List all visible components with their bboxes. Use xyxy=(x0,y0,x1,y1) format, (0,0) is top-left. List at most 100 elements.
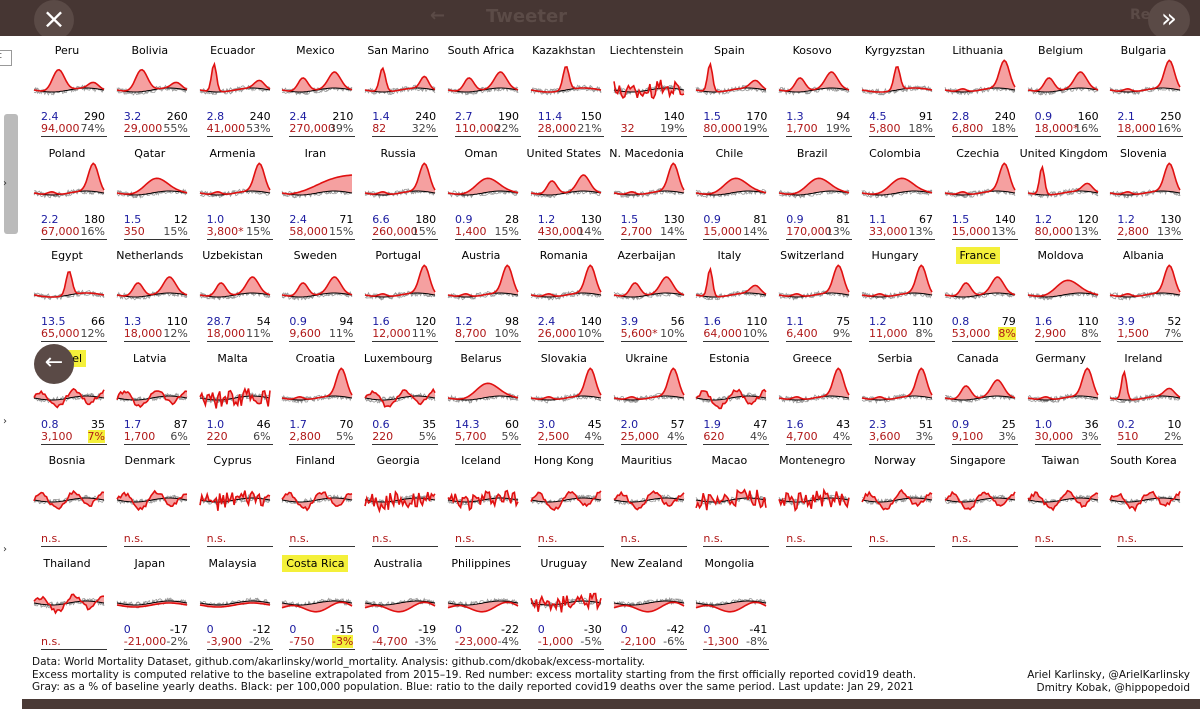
previous-image-button[interactable]: ← xyxy=(34,344,74,384)
panel-underline xyxy=(786,546,853,547)
country-panel: Albania 3.9 52 1,500 7% xyxy=(1102,241,1184,343)
chevron-right-icon: › xyxy=(3,416,7,427)
excess-per-100k: 140 xyxy=(580,315,602,328)
baseline-line xyxy=(447,600,519,605)
current-year-line xyxy=(944,59,1016,92)
excess-per-100k: 51 xyxy=(919,417,933,431)
current-year-line xyxy=(447,381,519,400)
country-name: San Marino xyxy=(367,44,430,57)
footer-legend: Gray: as a % of baseline yearly deaths. … xyxy=(32,681,914,693)
mortality-sparkline xyxy=(861,65,933,96)
country-panel: Russia 6.6 180 260,000 15% xyxy=(357,139,439,241)
excess-area xyxy=(34,271,104,297)
mortality-sparkline xyxy=(778,264,850,301)
covid-death-ratio: 13.5 xyxy=(41,315,66,328)
country-panel: Bulgaria 2.1 250 18,000 16% xyxy=(1102,36,1184,138)
country-name: Bosnia xyxy=(48,454,86,467)
excess-mortality-figure[interactable]: Peru 2.4 290 94,000 74% Bolivia 3.2 260 29,000 55… xyxy=(22,36,1200,699)
excess-deaths: n.s. xyxy=(620,532,641,545)
excess-area xyxy=(862,265,932,297)
excess-deaths: 2,800 xyxy=(1117,224,1149,238)
country-panel: Austria 1.2 98 8,700 10% xyxy=(440,241,522,343)
baseline-line xyxy=(613,497,684,503)
excess-percent: -6% xyxy=(663,634,685,648)
expand-sidebar-button[interactable]: » xyxy=(1148,0,1190,40)
panel-underline xyxy=(372,648,439,650)
excess-deaths: 18,000* xyxy=(1034,122,1079,135)
baseline-line xyxy=(199,600,270,605)
mortality-sparkline xyxy=(116,596,188,609)
country-name: Colombia xyxy=(869,146,921,160)
current-year-line xyxy=(364,600,436,613)
covid-death-ratio: 0.9 xyxy=(786,212,804,226)
past-year-line xyxy=(199,188,270,197)
current-year-line xyxy=(447,264,519,297)
panel-underline xyxy=(703,341,770,342)
mortality-sparkline xyxy=(696,176,767,199)
country-name: Singapore xyxy=(950,454,1006,467)
panel-underline xyxy=(123,443,190,445)
country-name: Croatia xyxy=(295,351,336,365)
excess-per-100k: 140 xyxy=(994,212,1016,226)
excess-per-100k: 43 xyxy=(836,417,851,431)
country-panel: Luxembourg 0.6 35 220 5% xyxy=(357,344,439,446)
country-panel: Finland n.s. xyxy=(274,446,356,548)
mortality-sparkline xyxy=(861,264,933,300)
excess-deaths: 80,000 xyxy=(1034,224,1074,238)
country-panel: Malta 1.0 46 220 6% xyxy=(192,344,274,446)
country-panel: United Kingdom 1.2 120 80,000 13% xyxy=(1020,139,1108,241)
excess-percent: 7% xyxy=(1163,327,1182,340)
excess-deaths: 220 xyxy=(206,429,228,443)
excess-area xyxy=(779,265,850,297)
mortality-sparkline xyxy=(1027,366,1099,403)
country-panel: Mongolia 0 -41 -1,300 -8% xyxy=(688,549,770,651)
current-year-line xyxy=(199,61,271,93)
covid-death-ratio: 0.2 xyxy=(1117,417,1135,431)
current-year-line xyxy=(33,387,105,409)
excess-area xyxy=(365,162,436,195)
panel-underline xyxy=(951,341,1018,342)
current-year-line xyxy=(33,270,105,298)
excess-percent: 14% xyxy=(742,224,768,238)
excess-deaths: 65,000 xyxy=(41,327,80,340)
excess-percent: 4% xyxy=(584,429,602,443)
country-name: Spain xyxy=(714,44,745,57)
excess-deaths: 64,000 xyxy=(703,327,742,340)
excess-deaths: 6,400 xyxy=(786,327,818,340)
excess-per-100k: 110 xyxy=(166,315,188,328)
mortality-sparkline xyxy=(282,276,353,301)
current-year-line xyxy=(696,600,767,613)
close-button[interactable]: × xyxy=(34,0,74,40)
panel-underline xyxy=(786,341,853,342)
excess-deaths: 18,000 xyxy=(1117,122,1156,135)
panel-underline xyxy=(869,546,935,547)
mortality-sparkline xyxy=(944,59,1016,96)
current-year-line xyxy=(282,600,353,613)
country-name: Egypt xyxy=(51,249,83,262)
covid-death-ratio: 2.4 xyxy=(289,212,307,226)
covid-death-ratio: 0 xyxy=(537,622,545,636)
excess-area xyxy=(613,277,684,297)
country-panel: Greece 1.6 43 4,700 4% xyxy=(771,344,853,446)
excess-deaths: 4,700 xyxy=(786,429,818,443)
excess-per-100k: 110 xyxy=(912,315,933,328)
mortality-sparkline xyxy=(944,161,1016,198)
excess-per-100k: 45 xyxy=(587,417,602,431)
scrollbar-thumb[interactable] xyxy=(4,114,18,234)
country-name: Liechtenstein xyxy=(609,44,684,57)
excess-area xyxy=(448,265,518,297)
baseline-line xyxy=(116,87,187,93)
excess-percent: 18% xyxy=(908,122,933,135)
panel-underline xyxy=(206,443,273,445)
current-year-line xyxy=(1027,71,1098,92)
country-panel: United States 1.2 130 430,000 14% xyxy=(523,139,605,241)
panel-underline xyxy=(786,443,853,445)
panel-underline xyxy=(455,546,521,547)
excess-percent: 16% xyxy=(1156,122,1182,135)
panel-underline xyxy=(1117,443,1184,445)
excess-deaths: 220 xyxy=(372,429,394,443)
covid-death-ratio: 0.9 xyxy=(455,212,473,226)
country-panel: Liechtenstein 140 32 19% xyxy=(606,36,688,138)
excess-deaths: n.s. xyxy=(869,532,889,545)
mortality-sparkline xyxy=(282,597,353,613)
